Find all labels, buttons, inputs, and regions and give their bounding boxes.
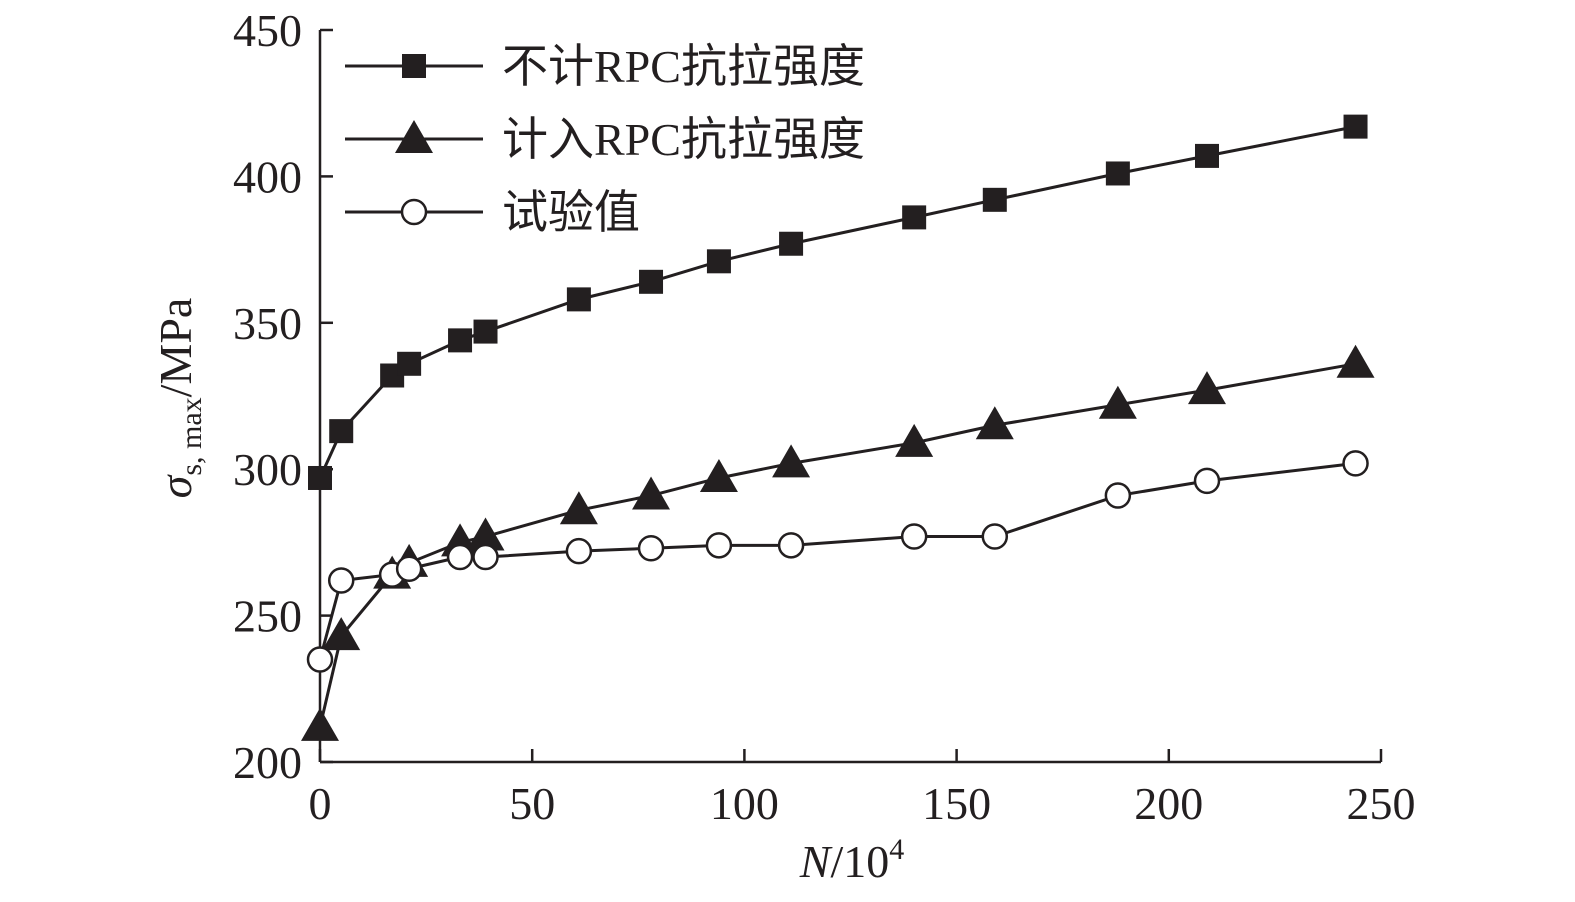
x-tick-label: 250 [1347,778,1416,829]
data-point-circle [395,555,423,583]
data-point-circle [1193,467,1221,495]
data-point-square [566,287,591,312]
data-point-circle [777,532,805,559]
x-axis-title: N/104 [799,833,904,887]
legend-label: 计入RPC抗拉强度 [502,114,865,165]
data-point-circle [446,543,474,571]
data-point-triangle [466,517,505,551]
data-point-circle [1342,450,1369,477]
data-point-triangle [559,491,598,525]
x-tick-label: 100 [710,778,779,829]
x-tick-label: 150 [922,778,991,829]
data-point-triangle [895,423,934,457]
data-point-circle [637,535,665,562]
data-point-circle [306,646,334,673]
data-point-triangle [395,120,433,153]
y-tick-label: 350 [233,298,302,349]
series-3 [306,450,1369,673]
data-point-circle [1104,482,1132,509]
data-point-circle [472,543,499,571]
data-point-circle [400,198,428,226]
data-point-square [1194,143,1219,168]
y-axis-title: σs, max/MPa [150,298,208,499]
x-tick-label: 50 [509,778,555,829]
y-tick-label: 450 [233,5,302,56]
data-point-circle [981,523,1009,550]
legend-item-1: 不计RPC抗拉强度 [345,41,865,92]
series-line [318,125,1356,479]
data-point-square [329,419,354,444]
data-point-square [308,465,332,490]
data-point-square [706,249,731,274]
x-tick-label: 200 [1134,778,1203,829]
x-tick-label: 0 [309,778,332,829]
data-point-circle [327,567,355,594]
series-1 [308,114,1368,490]
legend-item-2: 计入RPC抗拉强度 [345,114,865,165]
data-point-square [402,54,426,78]
data-point-square [639,269,664,294]
data-point-triangle [975,406,1014,440]
data-point-triangle [1098,385,1137,419]
data-point-triangle [1336,344,1375,378]
data-point-circle [705,532,733,559]
legend-item-3: 试验值 [345,187,640,238]
data-point-square [982,187,1007,212]
data-point-square [397,351,422,376]
legend-label: 不计RPC抗拉强度 [502,41,865,92]
data-point-square [1105,161,1130,186]
data-point-triangle [632,476,671,510]
y-tick-label: 250 [233,591,302,642]
y-tick-label: 200 [233,737,302,788]
data-point-square [448,328,473,353]
y-tick-label: 300 [233,444,302,495]
data-point-triangle [699,458,738,492]
data-point-square [473,319,498,344]
data-point-square [779,231,804,256]
data-point-triangle [301,707,339,741]
data-point-circle [565,537,593,565]
data-point-circle [900,523,928,550]
data-point-triangle [1187,371,1226,405]
series-group [301,114,1375,741]
axes: 200 250 300 350 400 450 0 50 100 150 200 250 [233,5,1416,829]
y-tick-label: 400 [233,151,302,202]
data-point-triangle [322,617,361,651]
data-point-square [902,205,927,230]
data-point-square [1343,114,1368,139]
legend-label: 试验值 [502,187,640,238]
data-point-triangle [772,444,811,478]
